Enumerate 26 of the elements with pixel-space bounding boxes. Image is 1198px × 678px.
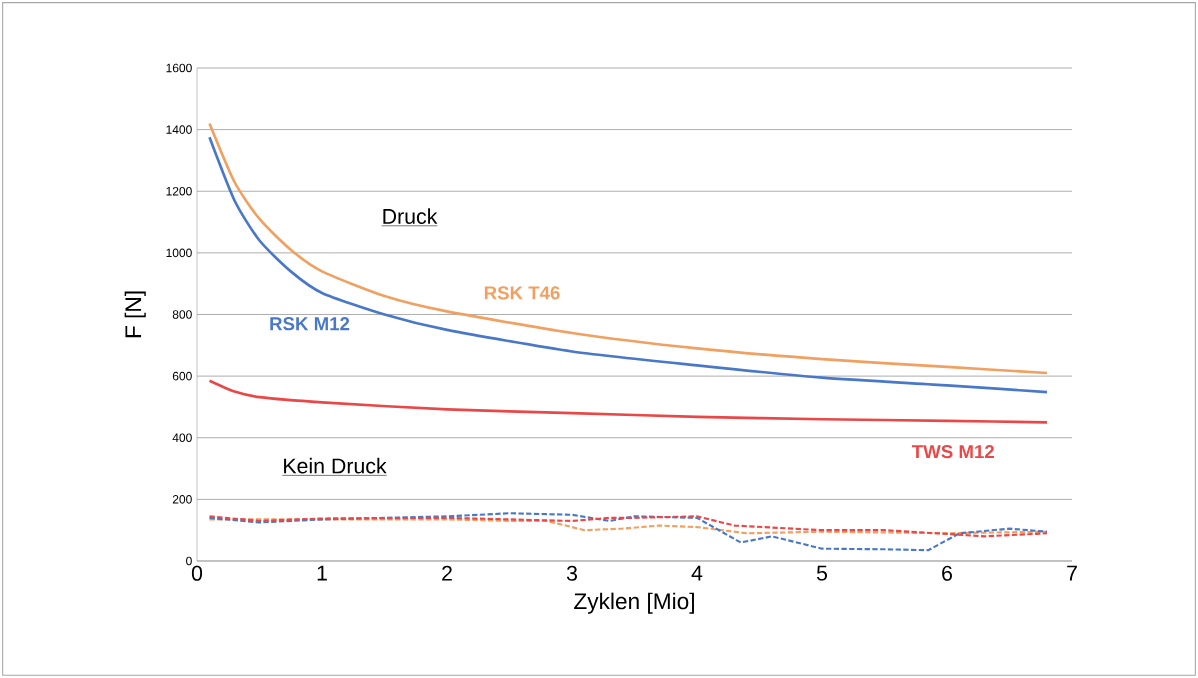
x-tick-label: 2 [442, 565, 452, 581]
y-tick-label: 400 [172, 433, 192, 442]
x-tick-label: 3 [566, 565, 577, 581]
series-label: RSK M12 [270, 317, 350, 331]
y-tick-label: 1400 [166, 125, 192, 134]
y-tick-label: 800 [172, 310, 192, 319]
x-tick-label: 5 [816, 565, 828, 581]
x-tick-label: 7 [1067, 565, 1077, 581]
line-series [208, 379, 1049, 424]
annotation: Druck [383, 208, 438, 224]
line-series [208, 512, 1049, 552]
y-tick-label: 200 [172, 495, 192, 504]
x-tick-label: 6 [942, 565, 952, 581]
series-label: RSK T46 [484, 286, 560, 300]
y-axis-title: F [N] [124, 291, 146, 338]
x-axis-title: Zyklen [Mio] [574, 592, 694, 614]
y-tick-label: 1200 [166, 186, 192, 196]
y-tick-label: 1000 [166, 248, 192, 258]
x-tick-label: 4 [691, 565, 703, 581]
y-tick-label: 0 [186, 556, 192, 566]
annotation: Kein Druck [284, 457, 387, 474]
y-tick-label: 1600 [166, 63, 192, 73]
x-tick-label: 0 [191, 565, 203, 581]
x-tick-label: 1 [317, 565, 327, 581]
y-tick-label: 600 [172, 371, 192, 381]
series-label: TWS M12 [911, 444, 994, 459]
